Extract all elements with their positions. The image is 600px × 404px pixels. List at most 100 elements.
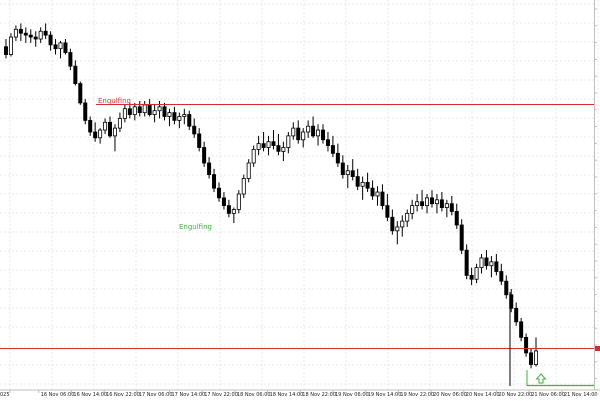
candle (202, 141, 207, 167)
candle (429, 190, 434, 208)
candle (4, 39, 9, 59)
candle (370, 180, 375, 200)
candle (93, 122, 98, 142)
candle-body-bear (83, 102, 88, 121)
candle-body-bull (182, 114, 187, 117)
candle-body-bear (137, 106, 142, 114)
candle (177, 112, 182, 129)
candle (78, 81, 83, 105)
candle-body-bear (172, 112, 177, 121)
candle (28, 29, 33, 43)
candle (474, 263, 479, 284)
candle (400, 215, 405, 237)
candle (33, 31, 38, 47)
candle (122, 104, 127, 123)
candle-body-bull (301, 131, 306, 141)
candle (256, 135, 261, 156)
candle-body-bull (38, 30, 43, 40)
candle-body-bull (434, 199, 439, 205)
candle (53, 39, 58, 55)
candle-body-bull (415, 201, 420, 207)
candle (251, 145, 256, 167)
candle-body-bull (286, 135, 291, 148)
candle-body-bear (88, 119, 93, 133)
x-tick-label: 17 Nov 22:00 (204, 392, 238, 398)
candle (375, 186, 380, 206)
candle (8, 33, 13, 57)
candle-body-bear (276, 145, 281, 152)
candle-body-bear (514, 307, 519, 323)
candle-body-bear (127, 108, 132, 115)
candle-body-bear (207, 162, 212, 176)
candle-body-bull (474, 267, 479, 280)
candle (286, 132, 291, 154)
candle (266, 135, 271, 156)
candle-body-bear (296, 127, 301, 141)
candle-body-bull (256, 143, 261, 150)
candle-body-bear (216, 187, 221, 199)
candle-body-bear (33, 36, 38, 40)
candle (192, 118, 197, 138)
x-tick-label: 16 Nov 06:00 (41, 392, 75, 398)
candle-body-bull (112, 127, 117, 137)
candle (499, 263, 504, 286)
x-tick-label: 18 Nov 14:00 (270, 392, 304, 398)
candle (271, 130, 276, 150)
candle-body-bear (330, 145, 335, 154)
candle-body-bear (261, 143, 266, 148)
x-tick-label: 16 Nov 22:00 (106, 392, 140, 398)
candle-body-bear (23, 32, 28, 36)
candle (187, 110, 192, 131)
candle-body-bear (519, 321, 524, 338)
candle-body-bear (78, 83, 83, 104)
candle-body-bear (524, 336, 529, 354)
candle (494, 254, 499, 276)
candle (444, 199, 449, 218)
candle (112, 124, 117, 152)
candle (489, 256, 494, 278)
candle-body-bull (231, 209, 236, 214)
candle (534, 337, 539, 367)
candle (18, 23, 23, 41)
candle-body-bear (271, 141, 276, 146)
x-tick-label: 20 Nov 22:00 (499, 392, 533, 398)
x-tick-label: 16 Nov 14:00 (73, 392, 107, 398)
candle (519, 318, 524, 342)
candle (162, 102, 167, 121)
candle-body-bear (370, 187, 375, 197)
candle-body-bear (93, 131, 98, 139)
candle (360, 176, 365, 200)
candle-body-bear (420, 201, 425, 207)
candle-body-bear (68, 52, 73, 67)
candle (385, 194, 390, 222)
candle (182, 108, 187, 125)
candle-body-bull (177, 116, 182, 121)
candle-body-bull (122, 108, 127, 119)
candle-body-bear (494, 261, 499, 272)
candle-body-bear (335, 152, 340, 164)
candle-body-bear (63, 42, 68, 53)
candle (291, 122, 296, 140)
candle-body-bear (385, 205, 390, 218)
candle (365, 172, 370, 193)
candle-body-bear (197, 133, 202, 148)
annotation-engulfing-bullish: Engulfing (179, 223, 212, 231)
candle-body-bear (449, 203, 454, 212)
candle-body-bear (221, 197, 226, 207)
candle (241, 174, 246, 198)
candle-body-bull (167, 112, 172, 117)
candle-body-bull (142, 104, 147, 114)
candle (48, 31, 53, 51)
candle (137, 101, 142, 117)
candle-body-bear (43, 30, 48, 36)
candle (405, 209, 410, 227)
candle (83, 99, 88, 125)
candle-body-bull (152, 110, 157, 115)
candle (504, 275, 509, 299)
candle (152, 104, 157, 123)
x-tick-label: 19 Nov 14:00 (368, 392, 402, 398)
candle (345, 164, 350, 189)
candle (479, 254, 484, 274)
candle (469, 267, 474, 286)
